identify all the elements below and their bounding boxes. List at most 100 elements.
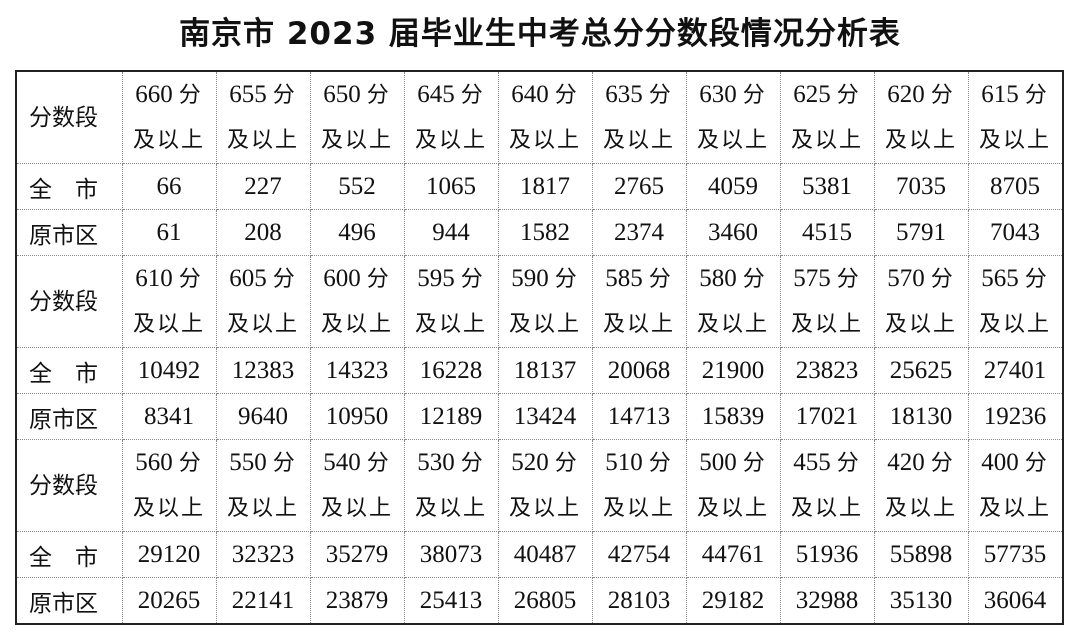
count-cell: 23879 — [309, 577, 405, 625]
score-threshold-cell: 650 分及以上 — [309, 70, 405, 164]
count-cell: 21900 — [685, 347, 781, 394]
score-value: 610 — [135, 264, 173, 292]
score-threshold-cell: 645 分及以上 — [403, 70, 499, 164]
row-label-urban: 原市区 — [15, 577, 123, 625]
row-label-city: 全 市 — [15, 347, 123, 394]
count-cell: 18137 — [497, 347, 593, 394]
count-cell: 9640 — [215, 393, 311, 440]
count-cell: 51936 — [779, 531, 875, 578]
row-label-segment: 分数段 — [15, 255, 123, 348]
row-label-segment: 分数段 — [15, 439, 123, 532]
count-cell: 66 — [121, 163, 217, 210]
score-unit: 分 — [1024, 266, 1049, 292]
score-unit: 分 — [742, 450, 767, 476]
count-cell: 1817 — [497, 163, 593, 210]
score-unit: 分 — [460, 82, 485, 108]
count-cell: 20265 — [121, 577, 217, 625]
score-unit: 分 — [930, 82, 955, 108]
score-suffix: 及以上 — [320, 311, 393, 337]
score-suffix: 及以上 — [226, 495, 299, 521]
score-unit: 分 — [930, 266, 955, 292]
count-cell: 32323 — [215, 531, 311, 578]
score-value: 520 — [511, 448, 549, 476]
count-cell: 55898 — [873, 531, 969, 578]
score-unit: 分 — [178, 450, 203, 476]
count-cell: 35130 — [873, 577, 969, 625]
score-unit: 分 — [272, 82, 297, 108]
score-threshold-cell: 530 分及以上 — [403, 439, 499, 532]
score-unit: 分 — [178, 266, 203, 292]
score-suffix: 及以上 — [414, 495, 487, 521]
score-threshold-cell: 400 分及以上 — [967, 439, 1063, 532]
score-value: 590 — [511, 264, 549, 292]
count-cell: 28103 — [591, 577, 687, 625]
count-cell: 57735 — [967, 531, 1063, 578]
row-label-segment: 分数段 — [15, 70, 123, 164]
count-cell: 42754 — [591, 531, 687, 578]
count-cell: 15839 — [685, 393, 781, 440]
count-cell: 25625 — [873, 347, 969, 394]
score-threshold-cell: 605 分及以上 — [215, 255, 311, 348]
table-row-urban: 原市区 20265 22141 23879 25413 26805 28103 29182 32… — [15, 577, 1063, 625]
score-threshold-cell: 585 分及以上 — [591, 255, 687, 348]
score-value: 570 — [887, 264, 925, 292]
score-threshold-cell: 575 分及以上 — [779, 255, 875, 348]
count-cell: 25413 — [403, 577, 499, 625]
score-value: 530 — [417, 448, 455, 476]
score-unit: 分 — [554, 450, 579, 476]
score-suffix: 及以上 — [884, 495, 957, 521]
table-row-urban: 原市区 61 208 496 944 1582 2374 3460 4515 5791 7043 — [15, 209, 1063, 256]
score-unit: 分 — [1024, 450, 1049, 476]
score-threshold-cell: 590 分及以上 — [497, 255, 593, 348]
score-suffix: 及以上 — [320, 127, 393, 153]
score-value: 630 — [699, 80, 737, 108]
score-value: 400 — [981, 448, 1019, 476]
count-cell: 227 — [215, 163, 311, 210]
score-suffix: 及以上 — [226, 311, 299, 337]
count-cell: 61 — [121, 209, 217, 256]
count-cell: 16228 — [403, 347, 499, 394]
score-value: 655 — [229, 80, 267, 108]
count-cell: 2765 — [591, 163, 687, 210]
score-value: 500 — [699, 448, 737, 476]
score-unit: 分 — [930, 450, 955, 476]
score-threshold-cell: 510 分及以上 — [591, 439, 687, 532]
score-threshold-cell: 620 分及以上 — [873, 70, 969, 164]
score-unit: 分 — [366, 450, 391, 476]
score-value: 615 — [981, 80, 1019, 108]
score-suffix: 及以上 — [884, 127, 957, 153]
score-suffix: 及以上 — [696, 495, 769, 521]
score-suffix: 及以上 — [602, 495, 675, 521]
score-value: 645 — [417, 80, 455, 108]
score-unit: 分 — [648, 266, 673, 292]
count-cell: 4515 — [779, 209, 875, 256]
score-value: 625 — [793, 80, 831, 108]
score-value: 635 — [605, 80, 643, 108]
count-cell: 5791 — [873, 209, 969, 256]
count-cell: 20068 — [591, 347, 687, 394]
score-unit: 分 — [178, 82, 203, 108]
score-value: 560 — [135, 448, 173, 476]
table-row-city: 全 市 66 227 552 1065 1817 2765 4059 5381 7035 8705 — [15, 163, 1063, 210]
count-cell: 14713 — [591, 393, 687, 440]
score-suffix: 及以上 — [696, 311, 769, 337]
count-cell: 35279 — [309, 531, 405, 578]
count-cell: 38073 — [403, 531, 499, 578]
row-label-city: 全 市 — [15, 163, 123, 210]
count-cell: 552 — [309, 163, 405, 210]
count-cell: 36064 — [967, 577, 1063, 625]
score-unit: 分 — [460, 450, 485, 476]
score-threshold-cell: 560 分及以上 — [121, 439, 217, 532]
count-cell: 496 — [309, 209, 405, 256]
score-suffix: 及以上 — [790, 127, 863, 153]
score-threshold-cell: 630 分及以上 — [685, 70, 781, 164]
score-unit: 分 — [366, 266, 391, 292]
count-cell: 26805 — [497, 577, 593, 625]
score-threshold-cell: 660 分及以上 — [121, 70, 217, 164]
score-threshold-cell: 540 分及以上 — [309, 439, 405, 532]
score-value: 580 — [699, 264, 737, 292]
count-cell: 23823 — [779, 347, 875, 394]
score-suffix: 及以上 — [790, 311, 863, 337]
score-suffix: 及以上 — [508, 495, 581, 521]
score-value: 660 — [135, 80, 173, 108]
